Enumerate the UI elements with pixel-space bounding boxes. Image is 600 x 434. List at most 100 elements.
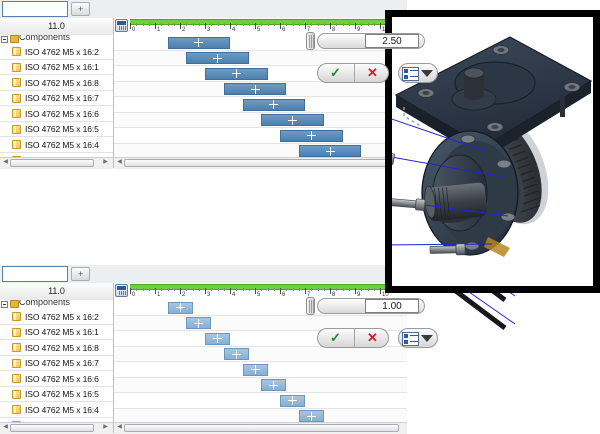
timeline-lane[interactable]: [114, 346, 407, 362]
collapse-icon-bottom[interactable]: [1, 301, 8, 308]
scroll-thumb[interactable]: [10, 159, 94, 167]
list-item[interactable]: ISO 4762 M5 x 16:1: [0, 324, 113, 340]
timeline-bar[interactable]: [280, 394, 305, 407]
timeline-bar[interactable]: [186, 317, 212, 329]
timeline-bar[interactable]: [205, 67, 268, 80]
move-icon[interactable]: [194, 38, 204, 47]
tree-root-row-bottom[interactable]: Components: [0, 300, 113, 309]
move-icon[interactable]: [213, 53, 222, 63]
slider-handle[interactable]: [306, 297, 315, 315]
move-icon[interactable]: [288, 115, 297, 125]
scroll-left-icon[interactable]: ◀: [117, 424, 122, 430]
duration-value-field-top[interactable]: 2.50: [365, 34, 419, 48]
scroll-thumb[interactable]: [10, 424, 94, 432]
move-icon[interactable]: [269, 100, 279, 109]
slider-handle[interactable]: [306, 32, 315, 50]
list-item[interactable]: ISO 4762 M5 x 16:2: [0, 44, 113, 60]
timeline-bar[interactable]: [167, 36, 230, 49]
move-icon[interactable]: [213, 334, 222, 343]
timeline-bar[interactable]: [242, 98, 305, 111]
timeline-bar[interactable]: [298, 410, 324, 422]
timeline-bar[interactable]: [167, 301, 193, 314]
list-item[interactable]: ISO 4762 M5 x 16:8: [0, 75, 113, 91]
list-item[interactable]: ISO 4762 M5 x 16:4: [0, 402, 113, 418]
accept-button[interactable]: ✓: [330, 330, 341, 345]
calendar-icon[interactable]: [115, 19, 128, 32]
move-icon[interactable]: [306, 411, 316, 421]
list-item[interactable]: ISO 4762 M5 x 16:6: [0, 106, 113, 122]
timeline-bar[interactable]: [261, 114, 324, 126]
list-item[interactable]: ISO 4762 M5 x 16:5: [0, 386, 113, 402]
component-icon: [12, 389, 21, 399]
list-item[interactable]: ISO 4762 M5 x 16:1: [0, 59, 113, 75]
scroll-thumb[interactable]: [124, 159, 399, 167]
list-item[interactable]: ISO 4762 M5 x 16:2: [0, 309, 113, 325]
timeline-bar[interactable]: [223, 348, 249, 360]
tab-active-bottom[interactable]: [2, 266, 68, 282]
timeline-lane[interactable]: [114, 81, 407, 97]
timeline-lane[interactable]: [114, 128, 407, 144]
move-icon[interactable]: [269, 380, 279, 390]
cancel-button[interactable]: ✕: [354, 329, 390, 347]
move-icon[interactable]: [231, 349, 241, 359]
duration-slider-top[interactable]: 2.50: [306, 31, 425, 51]
ruler-tick-label: 8: [332, 27, 336, 33]
tree-hscrollbar-top[interactable]: ◀ ▶: [0, 157, 113, 169]
ruler-minor-tick: [148, 288, 150, 291]
accept-button[interactable]: ✓: [330, 65, 341, 80]
timeline-bar[interactable]: [223, 83, 287, 95]
timeline-lane[interactable]: [114, 377, 407, 393]
scroll-left-icon[interactable]: ◀: [117, 159, 122, 165]
scroll-thumb[interactable]: [124, 424, 399, 432]
move-icon[interactable]: [306, 131, 316, 140]
move-icon[interactable]: [194, 318, 204, 328]
timeline-lane[interactable]: [114, 112, 407, 128]
timeline-bar[interactable]: [186, 52, 249, 64]
list-item[interactable]: ISO 4762 M5 x 16:6: [0, 371, 113, 387]
list-item[interactable]: ISO 4762 M5 x 16:5: [0, 121, 113, 137]
cancel-button[interactable]: ✕: [354, 64, 390, 82]
model-viewport[interactable]: [385, 10, 600, 293]
timeline-lane[interactable]: [114, 315, 407, 331]
grid-hscrollbar-bottom[interactable]: ◀: [114, 422, 407, 434]
collapse-icon-top[interactable]: [1, 36, 8, 43]
move-icon[interactable]: [250, 84, 260, 94]
timeline-bar[interactable]: [261, 379, 287, 391]
grid-hscrollbar-top[interactable]: ◀: [114, 157, 407, 169]
scroll-left-icon[interactable]: ◀: [3, 424, 8, 430]
timeline-lane[interactable]: [114, 50, 407, 66]
timeline-lane[interactable]: [114, 393, 407, 409]
timeline-bar[interactable]: [280, 129, 343, 142]
chevron-down-icon[interactable]: [421, 70, 433, 77]
list-item-label: ISO 4762 M5 x 16:8: [25, 77, 99, 88]
list-item[interactable]: ISO 4762 M5 x 16:7: [0, 355, 113, 371]
scroll-right-icon[interactable]: ▶: [103, 424, 108, 430]
chevron-down-icon[interactable]: [421, 335, 433, 342]
list-item[interactable]: ISO 4762 M5 x 16:4: [0, 137, 113, 153]
move-icon[interactable]: [175, 303, 185, 312]
tab-active-top[interactable]: [2, 1, 68, 17]
calendar-icon[interactable]: [115, 284, 128, 297]
move-icon[interactable]: [325, 146, 335, 156]
timeline-lane[interactable]: [114, 97, 407, 113]
list-item[interactable]: ISO 4762 M5 x 16:8: [0, 340, 113, 356]
timeline-bar[interactable]: [242, 363, 268, 376]
add-tab-button-top[interactable]: +: [71, 2, 90, 16]
move-icon[interactable]: [288, 396, 297, 405]
timeline-lane[interactable]: [114, 362, 407, 378]
timeline-bar[interactable]: [205, 332, 230, 345]
tree-root-row-top[interactable]: Components: [0, 35, 113, 44]
properties-dropdown-bottom[interactable]: [398, 328, 438, 348]
duration-slider-bottom[interactable]: 1.00: [306, 296, 425, 316]
list-item[interactable]: ISO 4762 M5 x 16:7: [0, 90, 113, 106]
scroll-left-icon[interactable]: ◀: [3, 159, 8, 165]
scroll-right-icon[interactable]: ▶: [103, 159, 108, 165]
timeline-bar[interactable]: [298, 145, 362, 157]
move-icon[interactable]: [231, 69, 241, 78]
duration-value-field-bottom[interactable]: 1.00: [365, 299, 419, 313]
move-icon[interactable]: [250, 365, 260, 374]
add-tab-button-bottom[interactable]: +: [71, 267, 90, 281]
tree-hscrollbar-bottom[interactable]: ◀ ▶: [0, 422, 113, 434]
properties-dropdown-top[interactable]: [398, 63, 438, 83]
